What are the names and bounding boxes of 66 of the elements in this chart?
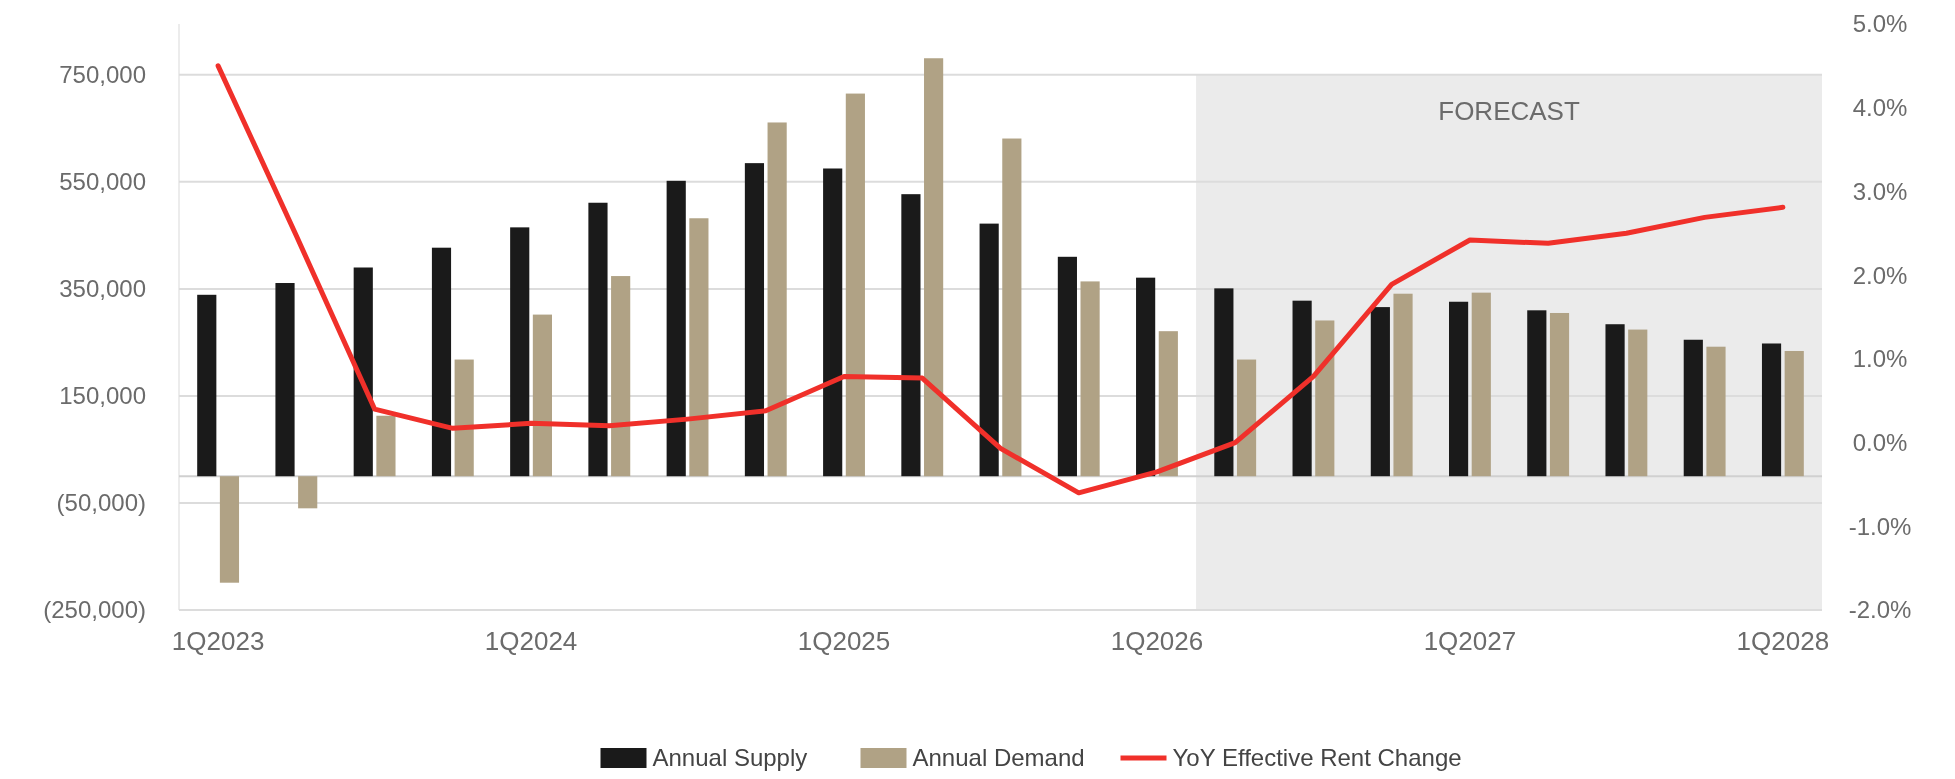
bar bbox=[1057, 256, 1077, 477]
y2-tick-label: -1.0% bbox=[1848, 512, 1912, 540]
x-tick-label: 1Q2023 bbox=[171, 626, 265, 656]
bar bbox=[1080, 281, 1100, 477]
bar bbox=[1214, 288, 1234, 477]
y-tick-label: (50,000) bbox=[56, 489, 146, 517]
bar bbox=[431, 247, 452, 477]
legend-label: YoY Effective Rent Change bbox=[1172, 744, 1462, 772]
bar bbox=[823, 168, 843, 477]
bar bbox=[1605, 324, 1625, 477]
x-tick-label: 1Q2025 bbox=[797, 626, 891, 656]
y-tick-label: (250,000) bbox=[43, 596, 146, 624]
bar bbox=[1784, 350, 1804, 477]
bar bbox=[588, 202, 608, 477]
legend-label: Annual Supply bbox=[652, 744, 808, 772]
y2-tick-label: 2.0% bbox=[1852, 261, 1908, 289]
bar bbox=[689, 218, 709, 477]
y2-tick-label: 5.0% bbox=[1852, 10, 1908, 38]
bar bbox=[979, 223, 999, 477]
bar bbox=[901, 194, 921, 477]
bar bbox=[1471, 292, 1491, 477]
y2-tick-label: 1.0% bbox=[1852, 345, 1908, 373]
y-tick-label: 150,000 bbox=[59, 382, 146, 410]
bar bbox=[1370, 307, 1390, 477]
bar bbox=[1136, 277, 1156, 477]
y2-tick-label: 3.0% bbox=[1852, 177, 1908, 205]
bar bbox=[924, 58, 944, 477]
bar bbox=[611, 276, 631, 477]
bar bbox=[1002, 138, 1022, 477]
annotation: FORECAST bbox=[1438, 95, 1580, 126]
bar bbox=[1706, 346, 1726, 477]
y-tick-label: 750,000 bbox=[59, 61, 146, 89]
y2-tick-label: 0.0% bbox=[1852, 428, 1908, 456]
bar bbox=[1449, 301, 1469, 477]
x-tick-label: 1Q2026 bbox=[1110, 626, 1204, 656]
bar bbox=[353, 267, 373, 477]
bar bbox=[1292, 300, 1312, 477]
bar bbox=[1236, 359, 1257, 477]
bar bbox=[275, 283, 295, 477]
bar bbox=[197, 294, 217, 477]
y-tick-label: 550,000 bbox=[59, 168, 146, 196]
bar bbox=[298, 476, 318, 509]
bar bbox=[454, 359, 474, 477]
bar bbox=[1315, 320, 1335, 477]
bar bbox=[376, 415, 396, 477]
bar bbox=[845, 93, 865, 477]
y2-tick-label: 4.0% bbox=[1852, 94, 1908, 122]
legend-label: Annual Demand bbox=[912, 744, 1085, 772]
y2-tick-label: -2.0% bbox=[1848, 596, 1912, 624]
bar bbox=[1683, 339, 1703, 477]
bar bbox=[219, 476, 240, 583]
x-tick-label: 1Q2024 bbox=[484, 626, 578, 656]
bar bbox=[767, 122, 787, 477]
y-tick-label: 350,000 bbox=[59, 275, 146, 303]
bar bbox=[510, 227, 530, 477]
bar bbox=[532, 314, 552, 477]
bar bbox=[1158, 331, 1178, 477]
bar bbox=[1393, 293, 1413, 477]
bar bbox=[1549, 312, 1570, 477]
bar bbox=[1628, 329, 1648, 477]
bar bbox=[1761, 343, 1782, 477]
bar bbox=[666, 180, 686, 477]
bar bbox=[1527, 310, 1547, 477]
bar bbox=[744, 163, 765, 477]
x-tick-label: 1Q2028 bbox=[1736, 626, 1830, 656]
x-tick-label: 1Q2027 bbox=[1423, 626, 1517, 656]
